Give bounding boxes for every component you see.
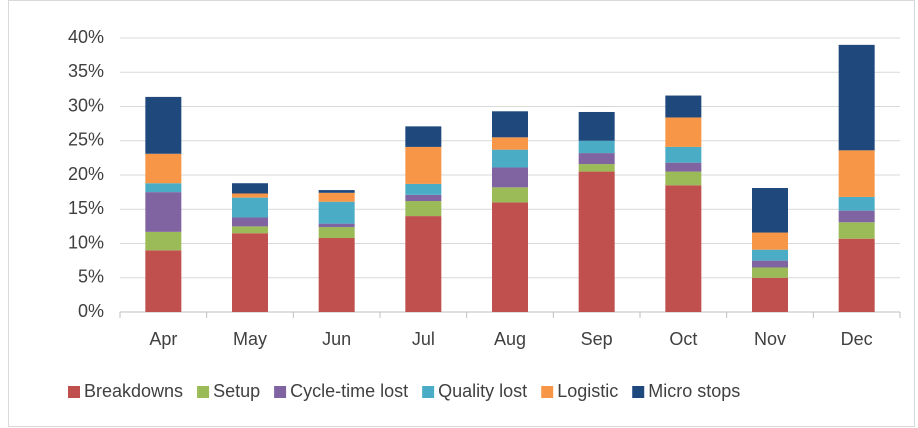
bar-segment — [492, 149, 528, 168]
bar-segment — [492, 187, 528, 203]
bar-segment — [232, 233, 268, 312]
y-tick-label: 5% — [78, 267, 104, 287]
y-tick-label: 25% — [68, 130, 104, 150]
legend-swatch — [68, 386, 80, 398]
bar-segment — [232, 226, 268, 234]
x-tick-label: Dec — [841, 329, 873, 349]
bar-segment — [318, 201, 355, 224]
legend-swatch — [197, 386, 210, 398]
bar-segment — [665, 117, 702, 147]
bar-segment — [405, 216, 442, 312]
x-tick-label: Sep — [581, 329, 613, 349]
legend-label: Quality lost — [438, 381, 527, 401]
bar-segment — [145, 183, 182, 193]
bar-segment — [665, 95, 702, 118]
y-tick-label: 15% — [68, 198, 104, 218]
bar-segment — [838, 150, 875, 197]
bar-segment — [145, 96, 182, 154]
bar-segment — [318, 190, 355, 193]
bar-segment — [665, 146, 702, 163]
y-tick-label: 20% — [68, 164, 104, 184]
legend-label: Logistic — [557, 381, 618, 401]
bar-segment — [492, 167, 528, 188]
bar-segment — [232, 183, 268, 194]
bar-segment — [318, 223, 355, 228]
bar-segment — [665, 171, 702, 186]
y-tick-label: 10% — [68, 232, 104, 252]
bar-segment — [232, 197, 268, 218]
bar-segment — [578, 171, 615, 312]
legend-swatch — [274, 386, 287, 398]
bar-segment — [492, 137, 528, 150]
legend-swatch — [541, 386, 554, 398]
y-tick-label: 35% — [68, 61, 104, 81]
legend-swatch — [632, 386, 645, 398]
chart-frame — [8, 0, 915, 427]
legend-label: Cycle-time lost — [290, 381, 408, 401]
bar-segment — [145, 250, 182, 312]
bar-segment — [578, 140, 615, 154]
bar-segment — [145, 192, 182, 232]
bar-segment — [752, 188, 788, 233]
bar-segment — [838, 222, 875, 239]
legend-swatch — [422, 386, 435, 398]
y-tick-label: 30% — [68, 95, 104, 115]
bar-segment — [232, 217, 268, 227]
x-tick-label: Aug — [494, 329, 526, 349]
x-tick-label: Nov — [754, 329, 786, 349]
x-tick-label: Apr — [149, 329, 177, 349]
x-tick-label: Jun — [322, 329, 351, 349]
bar-segment — [405, 146, 442, 184]
legend-label: Breakdowns — [84, 381, 183, 401]
bar-segment — [665, 162, 702, 172]
bar-segment — [752, 277, 788, 312]
x-tick-label: Oct — [669, 329, 697, 349]
bar-segment — [405, 201, 442, 217]
bar-segment — [752, 232, 788, 250]
bar-segment — [578, 111, 615, 141]
bar-segment — [665, 185, 702, 312]
legend-label: Micro stops — [648, 381, 740, 401]
bar-segment — [232, 193, 268, 198]
y-tick-label: 0% — [78, 301, 104, 321]
bar-segment — [405, 183, 442, 195]
bar-segment — [145, 231, 182, 251]
x-tick-label: Jul — [412, 329, 435, 349]
bar-segment — [838, 44, 875, 151]
legend-label: Setup — [213, 381, 260, 401]
bar-segment — [405, 194, 442, 202]
bar-segment — [492, 202, 528, 312]
bar-segment — [318, 192, 355, 202]
y-tick-label: 40% — [68, 27, 104, 47]
bar-segment — [752, 249, 788, 261]
bar-segment — [145, 153, 182, 184]
x-tick-label: May — [233, 329, 267, 349]
bar-segment — [492, 111, 528, 138]
bar-segment — [578, 164, 615, 172]
bar-segment — [838, 210, 875, 223]
bar-segment — [838, 196, 875, 211]
bar-segment — [318, 227, 355, 239]
bar-segment — [752, 267, 788, 278]
bar-segment — [752, 260, 788, 268]
bar-segment — [578, 153, 615, 165]
bar-segment — [318, 238, 355, 312]
bar-segment — [405, 126, 442, 147]
bar-segment — [838, 238, 875, 312]
